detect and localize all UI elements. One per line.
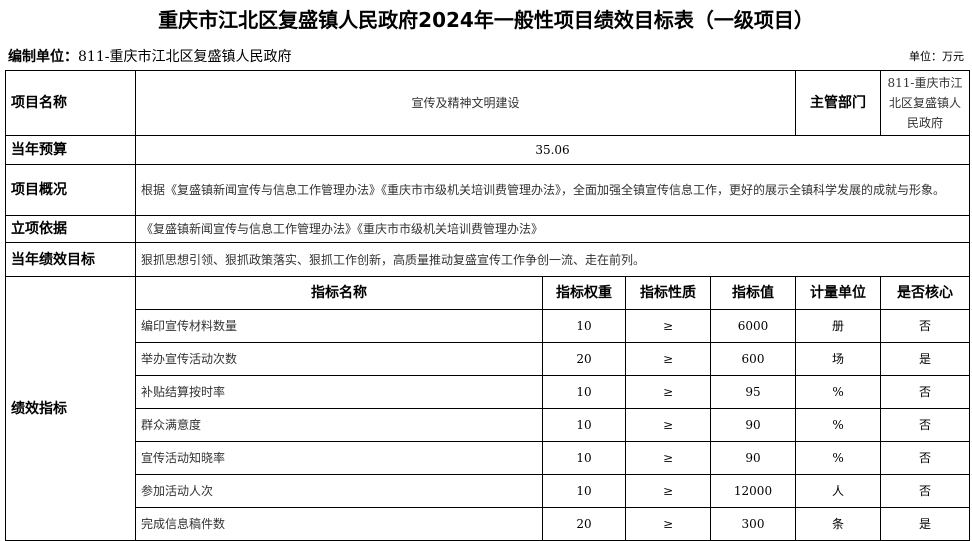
is-core: 否 <box>880 408 971 442</box>
is-core: 否 <box>880 474 971 508</box>
unit-label: 单位：万元 <box>909 50 964 63</box>
unit: 人 <box>795 474 882 508</box>
weight: 10 <box>542 441 626 475</box>
nature: ≥ <box>625 342 711 376</box>
budget-label: 当年预算 <box>5 135 136 165</box>
nature: ≥ <box>625 507 711 541</box>
weight: 10 <box>542 474 626 508</box>
indicator-row: 宣传活动知晓率 10 ≥90% 否 <box>6 441 971 475</box>
nature: ≥ <box>625 375 711 409</box>
overview-label: 项目概况 <box>5 164 136 216</box>
weight: 10 <box>542 309 626 343</box>
indicator-row: 补贴结算按时率 10 ≥95% 否 <box>6 375 971 409</box>
target-value: 12000 <box>709 474 797 508</box>
dept-label: 主管部门 <box>795 70 882 136</box>
indicator-name: 完成信息稿件数 <box>135 507 543 541</box>
indicator-row: 举办宣传活动次数 20 ≥600 场是 <box>6 342 971 376</box>
unit: 册 <box>795 309 882 343</box>
name-value: 宣传及精神文明建设 <box>134 70 797 136</box>
indicator-row: 编印宣传材料数量 10 ≥6000 册否 <box>6 309 971 343</box>
basis-label: 立项依据 <box>5 215 136 243</box>
basis-value: 《复盛镇新闻宣传与信息工作管理办法》《重庆市市级机关培训费管理办法》 <box>134 215 971 243</box>
is-core: 否 <box>880 441 971 475</box>
page-title: 重庆市江北区复盛镇人民政府2024年一般性项目绩效目标表（一级项目） <box>158 8 814 32</box>
target-value: 300 <box>709 507 797 541</box>
name-label: 项目名称 <box>5 70 136 136</box>
unit: % <box>795 375 882 409</box>
weight: 10 <box>542 408 626 442</box>
is-core: 否 <box>880 375 971 409</box>
unit: 场 <box>795 342 882 376</box>
nature: ≥ <box>625 309 711 343</box>
dept-value: 811-重庆市江北区复盛镇人民政府 <box>880 70 971 136</box>
target-value: 90 <box>709 441 797 475</box>
indicators-label: 绩效指标 <box>5 276 136 541</box>
unit: 条 <box>795 507 882 541</box>
goal-value: 狠抓思想引领、狠抓政策落实、狠抓工作创新，高质量推动复盛宣传工作争创一流、走在前… <box>134 242 971 277</box>
overview-value: 根据《复盛镇新闻宣传与信息工作管理办法》《重庆市市级机关培训费管理办法》，全面加… <box>134 164 971 216</box>
nature: ≥ <box>625 441 711 475</box>
indicator-row: 参加活动人次 10 ≥12000 人否 <box>6 474 971 508</box>
indicator-row: 完成信息稿件数 20 ≥300 条是 <box>6 507 971 541</box>
target-value: 90 <box>709 408 797 442</box>
indicator-name: 宣传活动知晓率 <box>135 441 543 475</box>
weight: 10 <box>542 375 626 409</box>
org-line: 编制单位：811-重庆市江北区复盛镇人民政府 <box>8 46 291 66</box>
indicator-name: 举办宣传活动次数 <box>135 342 543 376</box>
target-value: 6000 <box>709 309 797 343</box>
indicator-name: 群众满意度 <box>135 408 543 442</box>
org-label: 编制单位： <box>8 49 78 65</box>
unit: % <box>795 408 882 442</box>
column-header: 指标值 <box>709 276 797 310</box>
is-core: 是 <box>880 507 971 541</box>
column-header: 是否核心 <box>880 276 971 310</box>
org-value: 811-重庆市江北区复盛镇人民政府 <box>78 49 292 65</box>
column-header: 指标性质 <box>625 276 711 310</box>
weight: 20 <box>542 342 626 376</box>
weight: 20 <box>542 507 626 541</box>
nature: ≥ <box>625 408 711 442</box>
performance-table: 项目名称 宣传及精神文明建设 主管部门 811-重庆市江北区复盛镇人民政府 当年… <box>5 70 971 541</box>
nature: ≥ <box>625 474 711 508</box>
goal-label: 当年绩效目标 <box>5 242 136 277</box>
indicator-name: 编印宣传材料数量 <box>135 309 543 343</box>
target-value: 600 <box>709 342 797 376</box>
indicator-row: 群众满意度 10 ≥90% 否 <box>6 408 971 442</box>
is-core: 否 <box>880 309 971 343</box>
target-value: 95 <box>709 375 797 409</box>
budget-value: 35.06 <box>134 135 971 165</box>
unit: % <box>795 441 882 475</box>
indicator-name: 补贴结算按时率 <box>135 375 543 409</box>
column-header: 指标权重 <box>542 276 626 310</box>
column-header: 计量单位 <box>795 276 882 310</box>
column-header: 指标名称 <box>135 276 543 310</box>
is-core: 是 <box>880 342 971 376</box>
indicator-name: 参加活动人次 <box>135 474 543 508</box>
